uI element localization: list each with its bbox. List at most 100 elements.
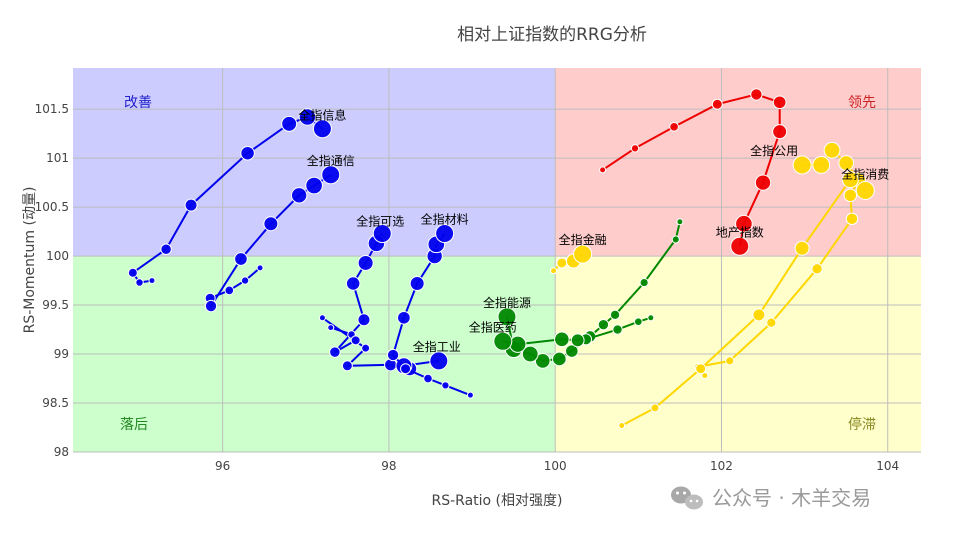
series-trail <box>599 88 788 256</box>
data-point <box>754 174 772 191</box>
series-label: 全指医药 <box>469 319 517 334</box>
x-axis-label: RS-Ratio (相对强度) <box>432 493 563 509</box>
data-point <box>552 351 567 367</box>
series-label: 全指信息 <box>298 108 346 123</box>
series-line <box>602 93 781 247</box>
series-label: 全指公用 <box>750 143 798 158</box>
x-tick-label: 96 <box>215 459 230 473</box>
chart-title: 相对上证指数的RRG分析 <box>457 25 647 45</box>
data-point <box>841 171 859 189</box>
data-point <box>135 278 144 287</box>
data-point <box>752 308 766 322</box>
series-label: 全指能源 <box>483 295 531 310</box>
y-tick-label: 98.5 <box>42 396 69 410</box>
data-point <box>441 381 450 390</box>
series-trail <box>497 218 684 369</box>
data-point <box>812 156 831 174</box>
data-point <box>669 121 679 132</box>
data-point <box>599 166 607 174</box>
data-point <box>204 299 218 313</box>
series-label: 全指可选 <box>356 214 404 229</box>
x-tick-label: 104 <box>876 459 899 473</box>
series-label: 全指材料 <box>421 212 469 227</box>
y-axis-label: RS-Momentum (动量) <box>22 187 38 334</box>
quadrant-improving <box>73 68 556 257</box>
data-point <box>695 363 707 375</box>
data-point <box>361 343 371 353</box>
y-tick-label: 100.5 <box>35 200 69 214</box>
data-point <box>345 276 361 291</box>
data-point <box>811 263 823 275</box>
data-point <box>397 310 411 325</box>
series-label: 地产指数 <box>716 224 764 239</box>
data-point <box>570 333 585 348</box>
data-point <box>148 277 156 285</box>
data-point <box>565 344 579 358</box>
y-tick-label: 99 <box>54 347 69 361</box>
data-point <box>127 267 138 278</box>
data-point <box>160 243 172 255</box>
data-point <box>855 180 875 200</box>
series-trail <box>327 224 392 358</box>
data-point <box>676 218 684 226</box>
data-point <box>327 324 335 332</box>
watermark: 公众号 · 木羊交易 <box>671 486 871 510</box>
series-trail <box>493 314 655 353</box>
y-tick-label: 98 <box>54 445 69 459</box>
data-point <box>509 335 527 353</box>
series-label: 全指通信 <box>307 153 355 168</box>
series-trail <box>204 165 341 313</box>
data-point <box>730 236 750 256</box>
series-label: 全指消费 <box>841 166 889 181</box>
data-point <box>400 363 412 375</box>
data-point <box>843 188 858 203</box>
wechat-icon <box>671 486 703 510</box>
data-point <box>263 216 279 232</box>
data-point <box>735 214 753 233</box>
data-point <box>493 331 513 351</box>
data-point <box>750 88 763 101</box>
data-point <box>650 403 660 413</box>
data-point <box>597 318 610 331</box>
x-tick-label: 102 <box>710 459 733 473</box>
data-point <box>772 95 787 110</box>
data-point <box>386 348 400 362</box>
data-point <box>725 356 735 366</box>
data-point <box>639 277 649 288</box>
x-tick-label: 98 <box>381 459 396 473</box>
data-point <box>423 373 433 384</box>
series-trail <box>127 108 332 287</box>
data-point <box>794 240 810 256</box>
y-tick-label: 99.5 <box>42 298 69 312</box>
data-point <box>357 254 374 271</box>
data-point <box>318 314 326 322</box>
data-point <box>234 252 248 266</box>
data-point <box>357 313 371 327</box>
data-point <box>845 212 859 226</box>
data-point <box>609 309 621 320</box>
data-point <box>766 317 777 328</box>
data-point <box>838 155 855 171</box>
data-point <box>630 144 640 153</box>
quadrant-label: 落后 <box>120 417 148 433</box>
data-point <box>256 264 264 272</box>
data-point <box>409 276 425 292</box>
data-point <box>372 224 392 244</box>
data-point <box>341 360 353 372</box>
data-point <box>290 187 308 204</box>
data-point <box>633 317 643 327</box>
quadrant-label: 领先 <box>848 95 876 111</box>
data-point <box>618 422 626 430</box>
data-point <box>281 115 298 132</box>
data-point <box>240 145 255 161</box>
y-tick-label: 101.5 <box>35 102 69 116</box>
series-trail <box>550 244 593 275</box>
series-trail <box>386 224 474 399</box>
data-point <box>701 372 709 380</box>
data-point <box>350 335 361 346</box>
data-point <box>772 124 788 140</box>
data-point <box>556 257 568 269</box>
data-point <box>711 98 723 110</box>
